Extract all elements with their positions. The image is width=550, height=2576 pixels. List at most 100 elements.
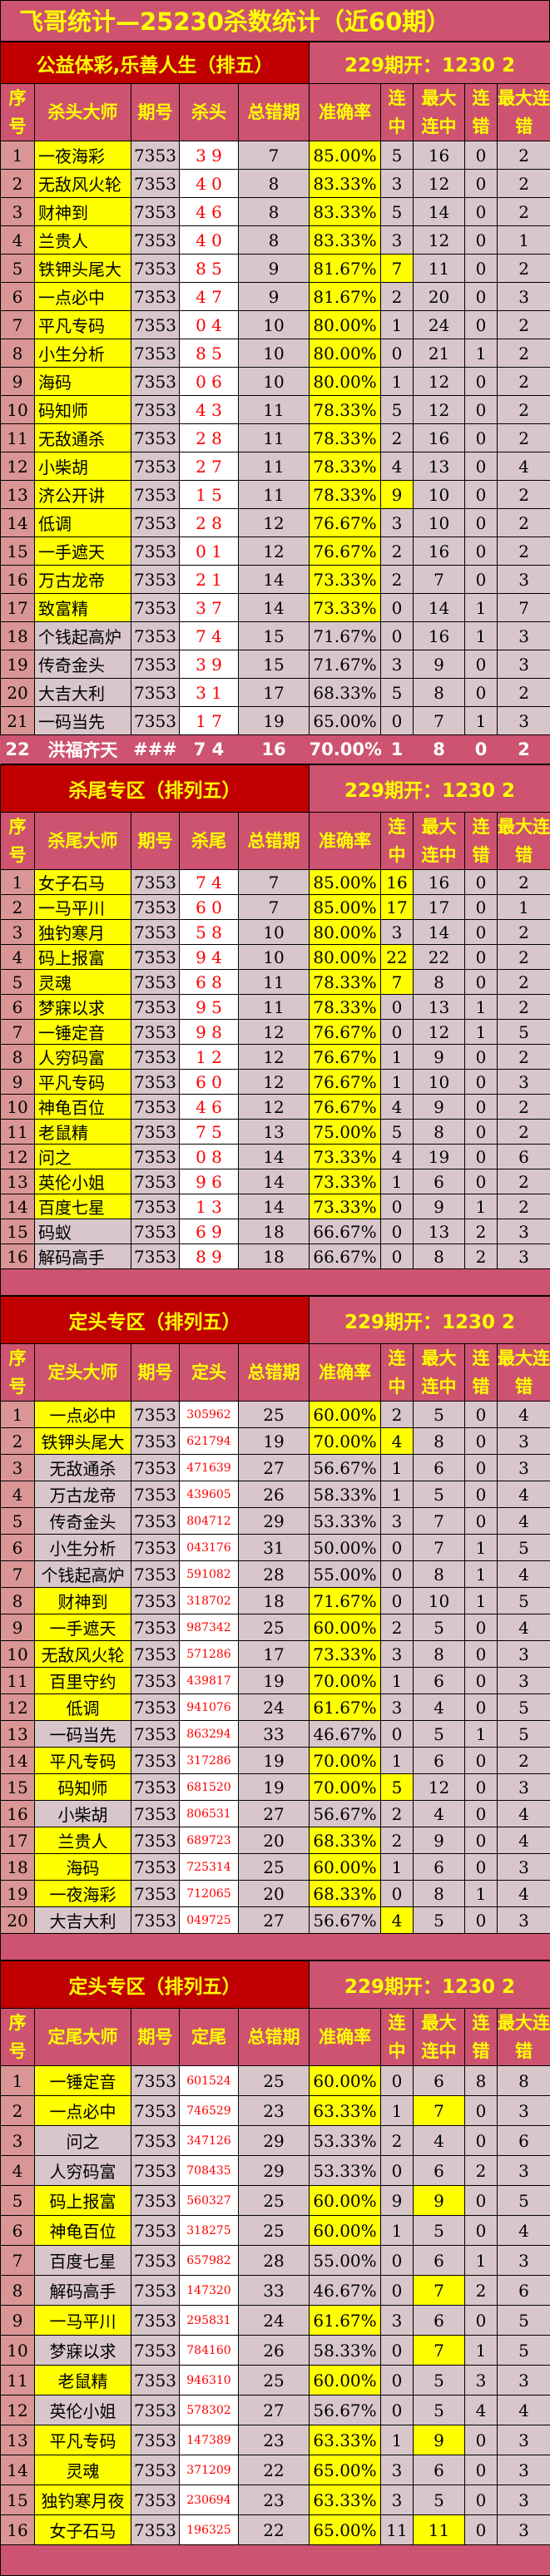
cell-period: 7353 — [131, 1455, 180, 1481]
cell-miss: 0 — [465, 1827, 498, 1854]
cell-name: 独钓寒月夜 — [35, 2485, 131, 2515]
cell-period: 7353 — [131, 920, 180, 945]
cell-num: 4 — [1, 226, 35, 255]
cell-miss: 0 — [465, 226, 498, 255]
cell-name: 铁钾头尾大 — [35, 1428, 131, 1455]
cell-max-miss: 5 — [498, 1694, 550, 1721]
cell-period: 7353 — [131, 650, 180, 679]
cell-max-streak: 7 — [414, 707, 465, 735]
cell-name: 问之 — [35, 2126, 131, 2156]
cell-name: 兰贵人 — [35, 1827, 131, 1854]
cell-rate: 83.33% — [310, 226, 381, 255]
cell-miss: 0 — [465, 396, 498, 424]
column-header-code: 定尾 — [180, 2009, 239, 2066]
cell-num: 11 — [1, 424, 35, 452]
cell-rate: 68.33% — [310, 679, 381, 707]
cell-code: 591082 — [180, 1561, 239, 1588]
cell-rate: 61.67% — [310, 2306, 381, 2336]
cell-period: 7353 — [131, 594, 180, 622]
cell-rate: 58.33% — [310, 2336, 381, 2366]
column-header-max-miss: 最大连错 — [498, 84, 550, 141]
cell-errors: 12 — [239, 1045, 310, 1070]
cell-rate: 73.33% — [310, 566, 381, 594]
cell-errors: 7 — [239, 141, 310, 170]
cell-num: 13 — [1, 1721, 35, 1748]
cell-code: 7 4 — [180, 622, 239, 650]
cell-max-miss: 2 — [498, 970, 550, 995]
cell-miss: 0 — [465, 1045, 498, 1070]
cell-code: 305962 — [180, 1402, 239, 1428]
cell-errors: 8 — [239, 226, 310, 255]
cell-name: 问之 — [35, 1145, 131, 1169]
cell-num: 16 — [1, 566, 35, 594]
cell-max-streak: 6 — [414, 1748, 465, 1774]
column-header-errors: 总错期 — [239, 813, 310, 870]
cell-max-streak: 9 — [414, 1095, 465, 1120]
cell-code: 806531 — [180, 1801, 239, 1827]
cell-name: 梦寐以求 — [35, 995, 131, 1020]
cell-period: 7353 — [131, 1614, 180, 1641]
cell-name: 女子石马 — [35, 870, 131, 895]
cell-errors: 15 — [239, 622, 310, 650]
cell-rate: 80.00% — [310, 311, 381, 339]
cell-miss: 0 — [465, 2186, 498, 2216]
cell-max-miss: 2 — [498, 1169, 550, 1194]
cell-rate: 80.00% — [310, 339, 381, 368]
cell-rate: 73.33% — [310, 594, 381, 622]
cell-rate: 80.00% — [310, 920, 381, 945]
cell-errors: 19 — [239, 1428, 310, 1455]
cell-streak: 3 — [381, 920, 414, 945]
cell-code: 2 8 — [180, 424, 239, 452]
cell-max-miss: 4 — [498, 1561, 550, 1588]
cell-max-miss: 2 — [498, 424, 550, 452]
cell-errors: 25 — [239, 2186, 310, 2216]
cell-max-miss: 2 — [498, 396, 550, 424]
cell-name: 铁钾头尾大 — [35, 255, 131, 283]
cell-miss: 0 — [465, 679, 498, 707]
cell-num: 18 — [1, 622, 35, 650]
cell-num: 9 — [1, 368, 35, 396]
cell-miss: 0 — [465, 945, 498, 970]
cell-code: 0 4 — [180, 311, 239, 339]
cell-num: 17 — [1, 594, 35, 622]
column-header-num: 序号 — [1, 1344, 35, 1402]
cell-num: 16 — [1, 1801, 35, 1827]
column-header-miss: 连错 — [465, 2009, 498, 2066]
cell-streak: 5 — [381, 1774, 414, 1801]
cell-streak: 0 — [381, 707, 414, 735]
cell-period: 7353 — [131, 2096, 180, 2126]
cell-streak: 4 — [381, 1145, 414, 1169]
cell-num: 6 — [1, 283, 35, 311]
cell-period: 7353 — [131, 2246, 180, 2276]
cell-rate: 78.33% — [310, 396, 381, 424]
cell-num: 3 — [1, 198, 35, 226]
cell-name: 小柴胡 — [35, 1801, 131, 1827]
cell-rate: 56.67% — [310, 1455, 381, 1481]
cell-name: 传奇金头 — [35, 650, 131, 679]
column-header-max-streak: 最大连中 — [414, 1344, 465, 1402]
cell-code: 043176 — [180, 1535, 239, 1561]
cell-name: 低调 — [35, 1694, 131, 1721]
cell-num: 12 — [1, 452, 35, 481]
cell-rate: 70.00% — [310, 1748, 381, 1774]
cell-num: 11 — [1, 2366, 35, 2396]
cell-streak: 1 — [381, 311, 414, 339]
cell-miss: 0 — [465, 1070, 498, 1095]
cell-code: 196325 — [180, 2515, 239, 2545]
cell-max-miss: 1 — [498, 226, 550, 255]
cell-streak: 0 — [381, 1194, 414, 1219]
cell-code: 9 8 — [180, 1020, 239, 1045]
cell-period: 7353 — [131, 2396, 180, 2425]
